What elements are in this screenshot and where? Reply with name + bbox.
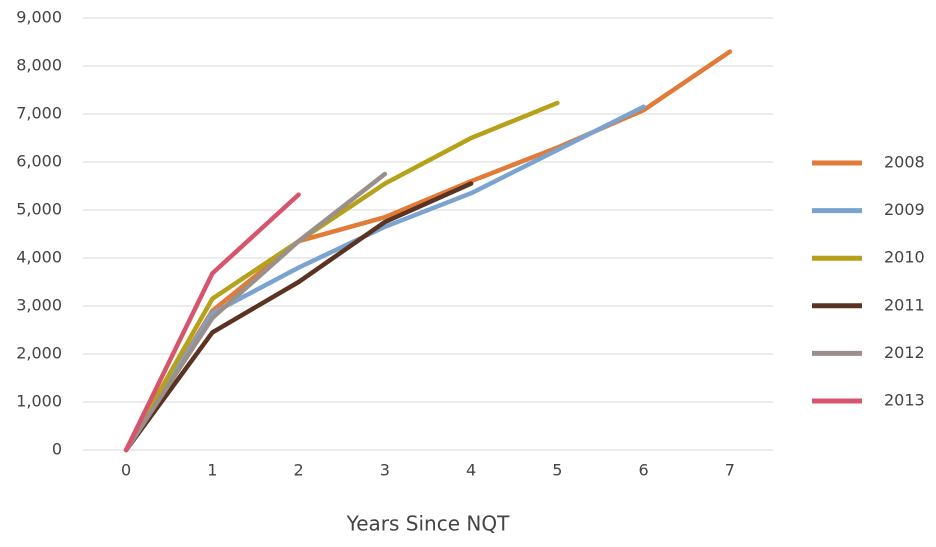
series-line: [123, 104, 646, 453]
y-tick-label: 0: [52, 440, 62, 459]
y-tick-label: 1,000: [16, 392, 62, 411]
legend-label: 2011: [884, 295, 925, 314]
series-line: [123, 171, 388, 453]
x-tick-label: 0: [121, 461, 131, 480]
x-tick-label: 5: [552, 461, 562, 480]
x-tick-label: 2: [294, 461, 304, 480]
y-tick-label: 7,000: [16, 104, 62, 123]
x-tick-label: 6: [639, 461, 649, 480]
y-tick-label: 9,000: [16, 8, 62, 27]
series-line: [123, 100, 560, 453]
legend-label: 2010: [884, 248, 925, 267]
x-tick-label: 1: [207, 461, 217, 480]
legend-label: 2008: [884, 153, 925, 172]
legend-label: 2009: [884, 200, 925, 219]
y-tick-label: 5,000: [16, 200, 62, 219]
x-tick-label: 3: [380, 461, 390, 480]
legend-label: 2012: [884, 343, 925, 362]
y-tick-label: 4,000: [16, 248, 62, 267]
x-axis-title: Years Since NQT: [346, 512, 510, 536]
x-tick-label: 4: [466, 461, 476, 480]
x-tick-label: 7: [725, 461, 735, 480]
y-tick-label: 6,000: [16, 152, 62, 171]
y-tick-label: 3,000: [16, 296, 62, 315]
series-line: [123, 181, 474, 453]
series-line: [123, 192, 301, 453]
y-tick-label: 8,000: [16, 56, 62, 75]
legend-label: 2013: [884, 391, 925, 410]
y-tick-label: 2,000: [16, 344, 62, 363]
